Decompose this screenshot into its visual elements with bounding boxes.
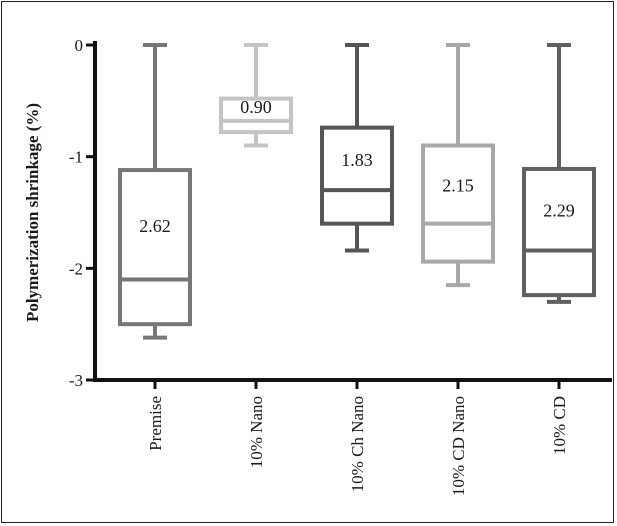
- x-category-label: 10% Nano: [247, 396, 266, 468]
- y-tick-label: -1: [69, 148, 83, 167]
- x-category-label: 10% Ch Nano: [348, 396, 367, 492]
- box-5: 2.29: [522, 43, 596, 304]
- y-axis-title: Polymerization shrinkage (%): [23, 103, 42, 322]
- y-tick-label: -2: [69, 259, 83, 278]
- x-axis-labels: Premise 10% Nano 10% Ch Nano 10% CD Nano 10%…: [146, 396, 569, 496]
- box-value-label: 0.90: [240, 97, 272, 117]
- box-rect: [219, 96, 293, 135]
- boxes: 2.62 0.90 1.83 2.15 2.29: [118, 43, 596, 340]
- box-2: 0.90: [219, 43, 293, 148]
- box-rect: [118, 168, 192, 327]
- x-category-label: 10% CD: [550, 396, 569, 455]
- box-value-label: 2.62: [139, 216, 171, 236]
- box-value-label: 2.29: [543, 201, 575, 221]
- box-4: 2.15: [421, 43, 495, 288]
- box-1: 2.62: [118, 43, 192, 340]
- box-rect: [421, 143, 495, 264]
- y-tick-label: 0: [75, 36, 84, 55]
- y-tick-label: -3: [69, 371, 83, 390]
- box-rect: [320, 125, 394, 226]
- x-category-label: 10% CD Nano: [449, 396, 468, 496]
- axes: 0 -1 -2 -3: [69, 36, 612, 390]
- box-rect: [522, 166, 596, 298]
- x-category-label: Premise: [146, 396, 165, 451]
- box-3: 1.83: [320, 43, 394, 253]
- box-value-label: 1.83: [341, 150, 373, 170]
- box-value-label: 2.15: [442, 176, 474, 196]
